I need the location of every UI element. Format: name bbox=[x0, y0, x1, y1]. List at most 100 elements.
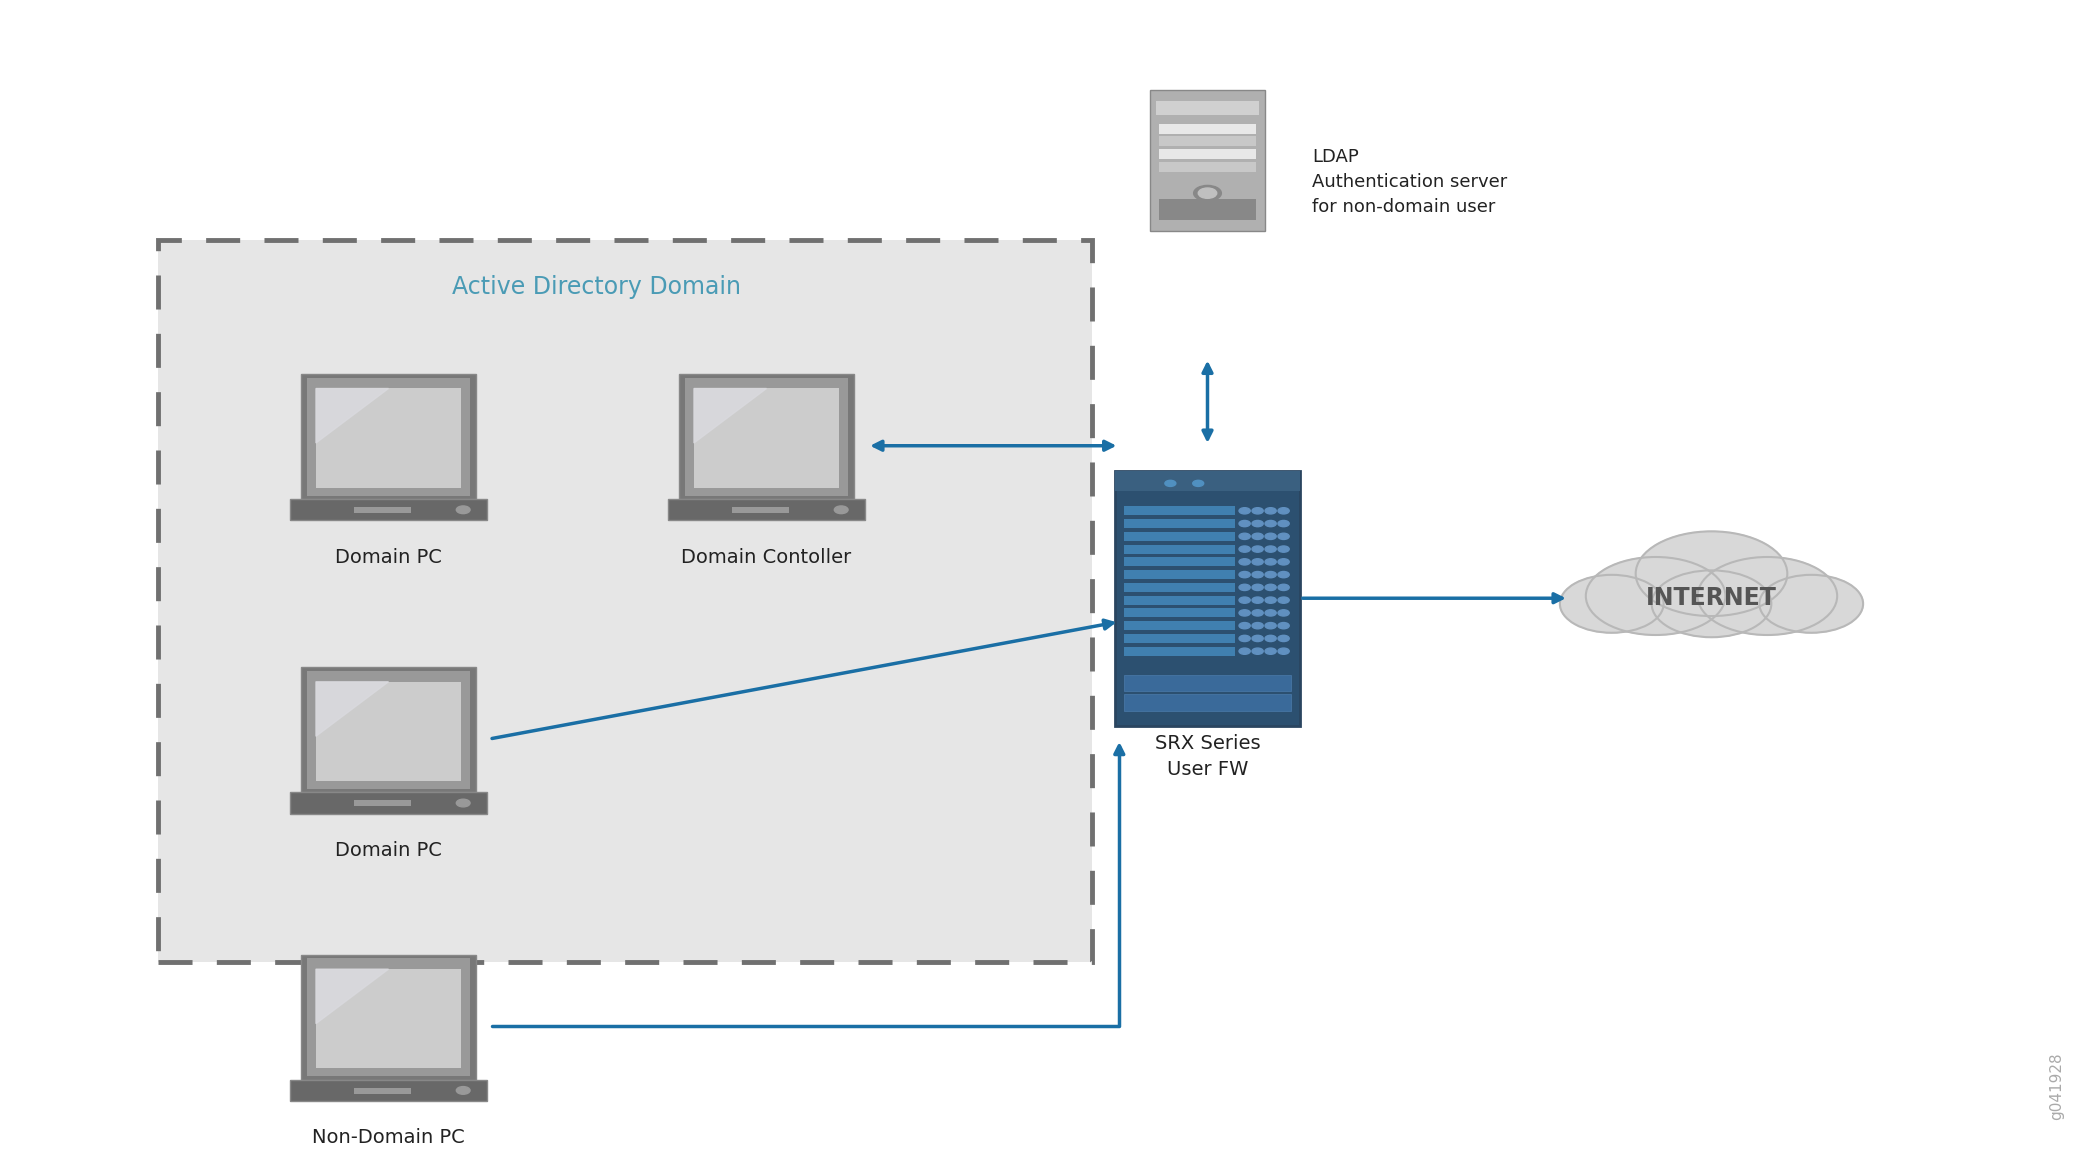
Polygon shape bbox=[315, 388, 388, 443]
Circle shape bbox=[1279, 545, 1289, 552]
FancyBboxPatch shape bbox=[1159, 199, 1256, 221]
Circle shape bbox=[1239, 534, 1250, 540]
FancyBboxPatch shape bbox=[1124, 531, 1235, 541]
Circle shape bbox=[1264, 636, 1277, 642]
Text: SRX Series
User FW: SRX Series User FW bbox=[1155, 734, 1260, 779]
FancyBboxPatch shape bbox=[355, 1087, 412, 1093]
Circle shape bbox=[1279, 623, 1289, 629]
Circle shape bbox=[456, 799, 470, 807]
Circle shape bbox=[1264, 623, 1277, 629]
Circle shape bbox=[1264, 534, 1277, 540]
Circle shape bbox=[1264, 584, 1277, 590]
Circle shape bbox=[1653, 570, 1772, 637]
FancyBboxPatch shape bbox=[1124, 520, 1235, 528]
Circle shape bbox=[1636, 531, 1787, 616]
Circle shape bbox=[1239, 584, 1250, 590]
Polygon shape bbox=[693, 388, 766, 443]
Circle shape bbox=[1239, 610, 1250, 616]
Circle shape bbox=[1586, 557, 1726, 635]
FancyBboxPatch shape bbox=[1124, 507, 1235, 515]
Circle shape bbox=[1279, 636, 1289, 642]
Circle shape bbox=[1252, 545, 1264, 552]
Circle shape bbox=[1193, 185, 1222, 201]
FancyBboxPatch shape bbox=[307, 671, 470, 788]
Circle shape bbox=[834, 506, 848, 514]
Text: g041928: g041928 bbox=[2050, 1052, 2064, 1120]
Circle shape bbox=[1264, 571, 1277, 578]
Circle shape bbox=[1560, 575, 1663, 632]
Circle shape bbox=[1279, 571, 1289, 578]
Circle shape bbox=[1239, 636, 1250, 642]
Circle shape bbox=[1252, 521, 1264, 527]
Polygon shape bbox=[315, 682, 388, 737]
Circle shape bbox=[1264, 521, 1277, 527]
FancyBboxPatch shape bbox=[300, 374, 477, 500]
FancyBboxPatch shape bbox=[1124, 583, 1235, 592]
FancyBboxPatch shape bbox=[355, 800, 412, 806]
Circle shape bbox=[1239, 558, 1250, 565]
FancyBboxPatch shape bbox=[1124, 570, 1235, 579]
Circle shape bbox=[1279, 647, 1289, 655]
Circle shape bbox=[1239, 623, 1250, 629]
FancyBboxPatch shape bbox=[1124, 596, 1235, 604]
Circle shape bbox=[1279, 610, 1289, 616]
Circle shape bbox=[1264, 597, 1277, 603]
Circle shape bbox=[1193, 480, 1203, 487]
FancyBboxPatch shape bbox=[1159, 123, 1256, 134]
Text: Domain PC: Domain PC bbox=[336, 841, 441, 860]
Circle shape bbox=[1264, 558, 1277, 565]
FancyBboxPatch shape bbox=[1124, 609, 1235, 617]
Circle shape bbox=[1760, 575, 1863, 632]
FancyBboxPatch shape bbox=[300, 667, 477, 793]
FancyBboxPatch shape bbox=[733, 507, 790, 513]
Text: LDAP
Authentication server
for non-domain user: LDAP Authentication server for non-domai… bbox=[1312, 148, 1508, 216]
Circle shape bbox=[1279, 584, 1289, 590]
FancyBboxPatch shape bbox=[1159, 149, 1256, 160]
Circle shape bbox=[1264, 508, 1277, 514]
Circle shape bbox=[1252, 534, 1264, 540]
FancyBboxPatch shape bbox=[307, 378, 470, 495]
FancyBboxPatch shape bbox=[1124, 557, 1235, 567]
Circle shape bbox=[1239, 647, 1250, 655]
Circle shape bbox=[1252, 571, 1264, 578]
Text: INTERNET: INTERNET bbox=[1646, 586, 1777, 610]
Circle shape bbox=[456, 506, 470, 514]
Circle shape bbox=[1252, 610, 1264, 616]
FancyBboxPatch shape bbox=[290, 500, 487, 521]
FancyBboxPatch shape bbox=[1159, 136, 1256, 147]
Polygon shape bbox=[315, 969, 388, 1024]
Circle shape bbox=[456, 1086, 470, 1094]
Circle shape bbox=[1252, 636, 1264, 642]
FancyBboxPatch shape bbox=[290, 793, 487, 814]
FancyBboxPatch shape bbox=[678, 374, 855, 500]
Text: Domain Contoller: Domain Contoller bbox=[680, 548, 853, 567]
Circle shape bbox=[1279, 534, 1289, 540]
FancyBboxPatch shape bbox=[1159, 162, 1256, 172]
Circle shape bbox=[1279, 558, 1289, 565]
Text: Active Directory Domain: Active Directory Domain bbox=[452, 276, 741, 299]
Circle shape bbox=[1252, 623, 1264, 629]
FancyBboxPatch shape bbox=[1124, 674, 1292, 691]
Circle shape bbox=[1199, 188, 1216, 198]
FancyBboxPatch shape bbox=[290, 1079, 487, 1101]
Circle shape bbox=[1264, 545, 1277, 552]
FancyBboxPatch shape bbox=[315, 969, 462, 1069]
Text: Domain PC: Domain PC bbox=[336, 548, 441, 567]
Circle shape bbox=[1239, 597, 1250, 603]
Circle shape bbox=[1252, 508, 1264, 514]
FancyBboxPatch shape bbox=[1124, 622, 1235, 630]
FancyBboxPatch shape bbox=[668, 500, 865, 521]
FancyBboxPatch shape bbox=[1124, 694, 1292, 711]
Circle shape bbox=[1239, 571, 1250, 578]
FancyBboxPatch shape bbox=[1124, 544, 1235, 554]
FancyBboxPatch shape bbox=[693, 388, 840, 488]
FancyBboxPatch shape bbox=[1155, 101, 1260, 115]
FancyBboxPatch shape bbox=[1124, 633, 1235, 643]
Circle shape bbox=[1279, 597, 1289, 603]
Text: Non-Domain PC: Non-Domain PC bbox=[313, 1128, 464, 1147]
Circle shape bbox=[1252, 597, 1264, 603]
Circle shape bbox=[1279, 508, 1289, 514]
Circle shape bbox=[1252, 584, 1264, 590]
FancyBboxPatch shape bbox=[1124, 646, 1235, 656]
FancyBboxPatch shape bbox=[355, 507, 412, 513]
